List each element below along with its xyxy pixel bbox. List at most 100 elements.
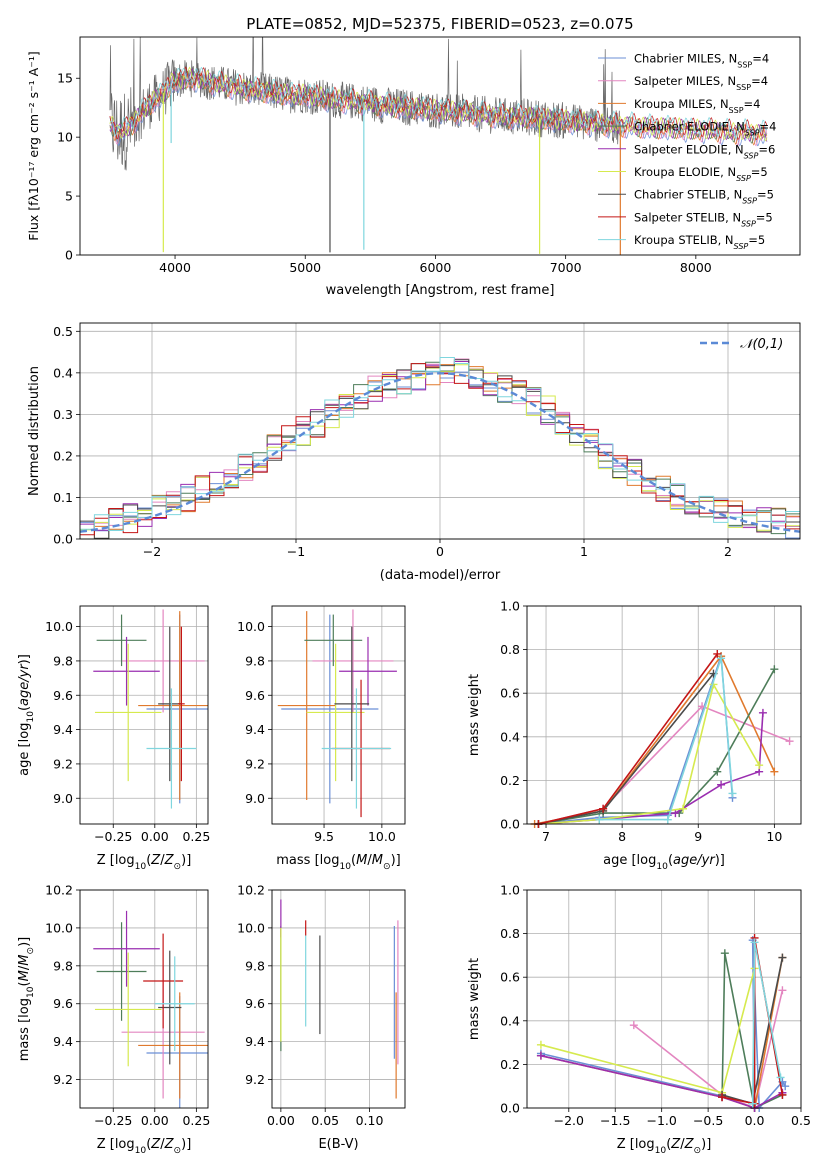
x-tick-label: 9.5 — [314, 829, 334, 844]
x-tick-label: 10.0 — [368, 829, 396, 844]
weight-marker — [629, 1021, 638, 1030]
weight-marker — [713, 649, 722, 658]
weight-marker — [785, 737, 794, 746]
y-tick-label: 9.8 — [53, 653, 73, 668]
y-tick-label: 0.5 — [53, 324, 73, 339]
y-tick-label: 9.6 — [245, 688, 265, 703]
label-part: E(B-V) — [318, 1137, 358, 1152]
legend-entry-6: Kroupa ELODIE, NSSP=5 — [634, 165, 768, 183]
y-tick-label: 9.2 — [53, 1072, 73, 1087]
weight-marker — [776, 1073, 785, 1082]
x-tick-label: −0.25 — [94, 1113, 132, 1128]
x-tick-label: −0.5 — [693, 1113, 723, 1128]
x-tick-label: 4000 — [159, 260, 191, 275]
label-part: age [log — [17, 723, 32, 776]
age-vs-metallicity-plot: −0.25 0.00 0.25 9.0 9.2 9.4 9.6 9.8 10.0 age [log… — [17, 605, 210, 872]
x-tick-label: 0.25 — [182, 1113, 210, 1128]
normal-reference-curve — [80, 372, 800, 533]
legend-nssp-value: =5 — [748, 233, 765, 247]
legend-subscript: SSP — [736, 83, 751, 92]
label-part: M — [356, 853, 367, 868]
x-tick-label: 0.10 — [356, 1113, 384, 1128]
x-tick-label: 5000 — [289, 260, 321, 275]
weight-marker — [750, 938, 759, 947]
x-axis-label: age [log10(age/yr)] — [603, 853, 725, 872]
x-tick-label: 7 — [542, 829, 550, 844]
legend-entry-8: Salpeter STELIB, NSSP=5 — [634, 210, 773, 228]
weight-marker — [758, 708, 767, 717]
y-tick-label: 1.0 — [500, 599, 520, 614]
x-tick-label: 8 — [618, 829, 626, 844]
x-tick-label: 9 — [694, 829, 702, 844]
x-tick-label: 10 — [766, 829, 782, 844]
weight-marker — [599, 804, 608, 813]
weight-marker — [536, 1051, 545, 1060]
y-tick-label: 9.0 — [53, 791, 73, 806]
label-part: Z — [150, 853, 161, 868]
x-tick-label: 0 — [436, 544, 444, 559]
label-part: M — [17, 955, 32, 966]
spectrum-y-label: Flux [fλ10⁻¹⁷ erg cm⁻² s⁻¹ A⁻¹] — [26, 51, 41, 240]
legend-subscript: SSP — [741, 219, 756, 228]
axes-frame — [79, 889, 209, 1109]
x-tick-label: 7000 — [550, 260, 582, 275]
y-tick-label: 0.1 — [53, 490, 73, 505]
y-tick-label: 10.2 — [45, 883, 73, 898]
label-part: Z — [164, 1137, 175, 1152]
y-tick-label: 5 — [65, 189, 73, 204]
weight-marker — [720, 949, 729, 958]
label-part: 10 — [656, 862, 668, 872]
y-axis-label: mass weight — [467, 674, 482, 756]
figure-title: PLATE=0852, MJD=52375, FIBERID=0523, z=0… — [246, 15, 633, 33]
label-part: age/yr — [673, 853, 716, 868]
label-part: 10 — [339, 862, 351, 872]
label-part: )] — [181, 1137, 191, 1152]
legend-series-name: Kroupa STELIB, N — [634, 233, 734, 247]
weight-marker — [713, 767, 722, 776]
histogram-step-9 — [80, 357, 800, 531]
legend-subscript: SSP — [736, 174, 751, 183]
label-part: 10 — [135, 862, 147, 872]
weight-line-9 — [599, 658, 734, 821]
x-tick-label: 0.0 — [745, 1113, 765, 1128]
x-axis-label: Z [log10(Z/Z⊙)] — [97, 1137, 192, 1156]
x-tick-label: 0.25 — [182, 829, 210, 844]
y-tick-label: 10.0 — [45, 920, 73, 935]
x-tick-label: −2 — [143, 544, 161, 559]
y-tick-label: 9.4 — [245, 1034, 265, 1049]
legend-nssp-value: =4 — [751, 74, 768, 88]
weight-marker — [778, 1090, 787, 1099]
y-tick-label: 9.2 — [245, 1072, 265, 1087]
legend-series-name: Chabrier MILES, N — [634, 52, 737, 66]
y-tick-label: 9.0 — [245, 791, 265, 806]
weight-marker — [536, 1040, 545, 1049]
spectrum-plot: 4000 5000 6000 7000 8000 0 5 10 15 Flux [fλ10⁻¹⁷ … — [26, 36, 801, 298]
label-part: / — [680, 1137, 685, 1152]
label-part: ( — [146, 853, 151, 868]
y-tick-label: 0.6 — [500, 686, 520, 701]
spectrum-model-line-4 — [109, 70, 768, 144]
legend-subscript: SSP — [729, 105, 744, 114]
label-part: Z [log — [617, 1137, 655, 1152]
y-axis-label: age [log10(age/yr)] — [17, 654, 36, 776]
legend-entry-3: Kroupa MILES, NSSP=4 — [634, 97, 760, 115]
weight-vs-age-plot: 7 8 9 10 0.0 0.2 0.4 0.6 0.8 1.0 mass weight age [l… — [467, 599, 802, 872]
label-part: )] — [715, 853, 725, 868]
weight-marker — [755, 761, 764, 770]
mass-vs-metallicity-plot: −0.25 0.00 0.25 9.2 9.4 9.6 9.8 10.0 10.2 mass [l… — [17, 883, 210, 1157]
label-part: )] — [181, 853, 191, 868]
y-tick-label: 15 — [57, 71, 73, 86]
label-part: ( — [17, 981, 32, 986]
y-tick-label: 9.8 — [245, 958, 265, 973]
y-tick-label: 9.6 — [245, 996, 265, 1011]
label-part: mass [log — [276, 853, 339, 868]
y-tick-label: 0.8 — [500, 926, 520, 941]
x-tick-label: 0.00 — [141, 1113, 169, 1128]
legend-entry-1: Chabrier MILES, NSSP=4 — [634, 52, 769, 70]
y-tick-label: 9.4 — [245, 722, 265, 737]
axes-frame — [79, 322, 801, 540]
spectrum-x-label: wavelength [Angstrom, rest frame] — [326, 283, 555, 298]
y-tick-label: 0.2 — [500, 773, 520, 788]
label-part: / — [160, 853, 165, 868]
